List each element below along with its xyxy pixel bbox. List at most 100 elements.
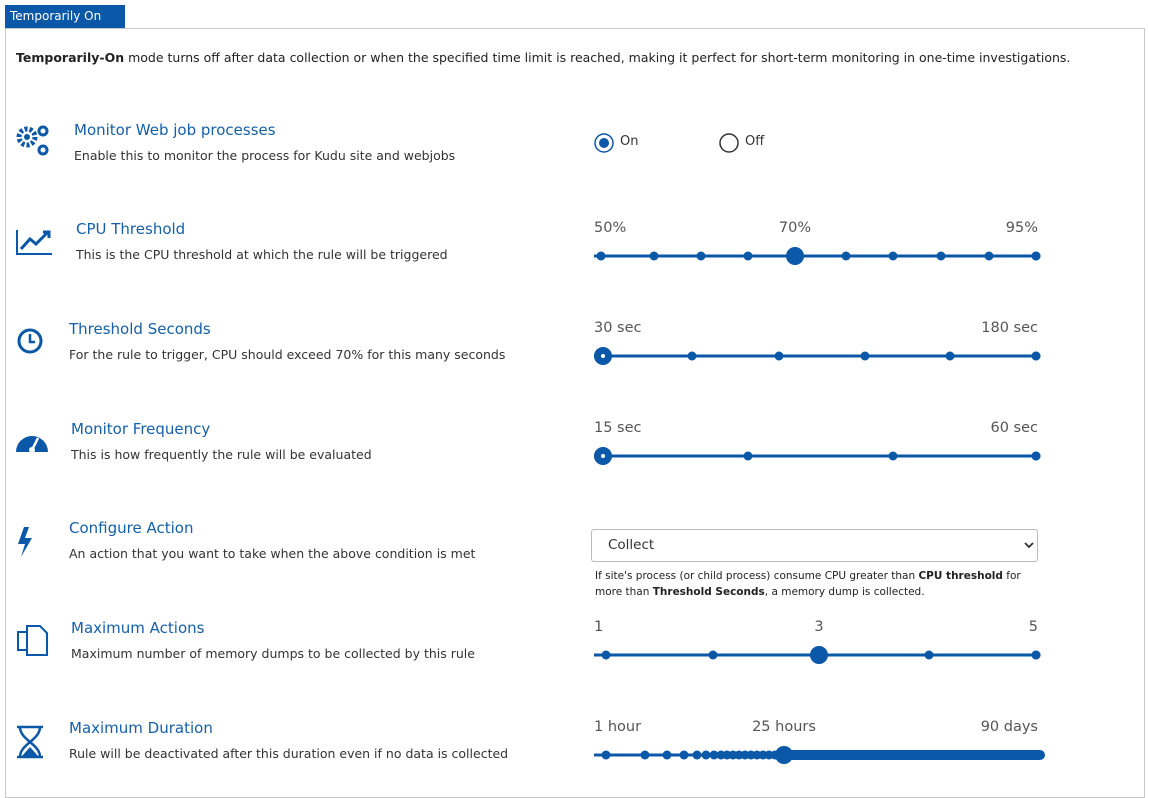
slider-step xyxy=(888,251,898,261)
slider-step xyxy=(1031,451,1041,461)
slider-label: 50% xyxy=(594,220,627,236)
slider[interactable] xyxy=(594,447,1041,465)
slider[interactable] xyxy=(594,746,1045,764)
icon-part xyxy=(26,625,48,656)
slider-step xyxy=(640,750,650,760)
note-part: CPU threshold xyxy=(918,570,1003,582)
slider-step xyxy=(1031,251,1041,261)
slider-thumb xyxy=(810,646,828,664)
slider-step xyxy=(1031,650,1041,660)
slider-step xyxy=(1031,351,1041,361)
slider-step xyxy=(709,750,719,760)
slider-label: 60 sec xyxy=(990,420,1038,436)
radio-label: Off xyxy=(745,134,765,149)
note-part: If site's process (or child process) con… xyxy=(595,570,919,582)
icon-part xyxy=(37,144,49,156)
slider-thumb xyxy=(786,247,804,265)
slider-step xyxy=(687,351,697,361)
setting-description: For the rule to trigger, CPU should exce… xyxy=(69,347,506,362)
intro: Temporarily-On mode turns off after data… xyxy=(16,50,1070,65)
setting-description: Maximum number of memory dumps to be col… xyxy=(71,646,475,661)
slider-step xyxy=(984,251,994,261)
slider-label: 95% xyxy=(1005,220,1038,236)
slider-label: 90 days xyxy=(980,719,1038,735)
setting-icon xyxy=(16,230,52,255)
icon-part xyxy=(16,230,52,255)
icon-part xyxy=(16,126,38,148)
radio-dot xyxy=(599,138,609,148)
icon-part xyxy=(19,230,51,251)
icon-part xyxy=(37,125,49,137)
slider-label: 5 xyxy=(1028,619,1038,635)
slider-step xyxy=(596,251,606,261)
setting-title: Maximum Duration xyxy=(69,719,213,737)
setting-title: CPU Threshold xyxy=(76,220,186,238)
tab[interactable]: Temporarily On xyxy=(5,5,125,28)
setting-icon xyxy=(17,625,48,656)
slider-step xyxy=(679,750,689,760)
slider-step xyxy=(701,750,711,760)
slider-step xyxy=(1031,750,1041,760)
setting-description: This is the CPU threshold at which the r… xyxy=(76,247,448,262)
icon-part xyxy=(29,447,35,453)
slider-label: 1 hour xyxy=(594,719,642,735)
slider-step xyxy=(708,650,718,660)
note-part: , a memory dump is collected. xyxy=(764,586,925,598)
setting-title: Configure Action xyxy=(69,519,194,537)
slider-step xyxy=(649,251,659,261)
select-chevron xyxy=(1024,542,1034,549)
setting-icon xyxy=(17,725,43,759)
slider[interactable] xyxy=(594,646,1041,664)
slider-step xyxy=(888,451,898,461)
slider-step xyxy=(924,650,934,660)
note-part: for more than xyxy=(595,570,1021,598)
slider[interactable] xyxy=(594,247,1041,265)
setting-title: Threshold Seconds xyxy=(69,320,211,338)
action-select[interactable]: Collect xyxy=(591,529,1038,562)
intro-emphasis: Temporarily-On xyxy=(16,50,125,65)
setting-description: This is how frequently the rule will be … xyxy=(71,447,372,462)
icon-part xyxy=(18,527,32,557)
slider-step xyxy=(841,251,851,261)
icon-part xyxy=(22,747,38,756)
radio[interactable] xyxy=(594,133,614,153)
setting-description: Rule will be deactivated after this dura… xyxy=(69,746,509,761)
slider-label: 1 xyxy=(594,619,604,635)
slider-label: 3 xyxy=(814,619,824,635)
setting-icon xyxy=(16,125,49,156)
slider-step xyxy=(774,351,784,361)
note-part: Threshold Seconds xyxy=(652,586,765,598)
radio-circle xyxy=(719,133,739,153)
slider-thumb-center xyxy=(601,454,605,458)
icon-part xyxy=(28,334,35,344)
icon-part xyxy=(17,328,43,354)
slider-label: 30 sec xyxy=(594,320,642,336)
slider-label: 15 sec xyxy=(594,420,642,436)
slider-step xyxy=(945,351,955,361)
slider-step xyxy=(601,750,611,760)
slider-step xyxy=(936,251,946,261)
slider-label: 70% xyxy=(778,220,812,236)
setting-description: An action that you want to take when the… xyxy=(69,546,476,561)
radio-label: On xyxy=(620,134,639,149)
setting-title: Monitor Frequency xyxy=(71,420,211,438)
radio[interactable] xyxy=(719,133,739,153)
setting-title: Maximum Actions xyxy=(71,619,205,637)
slider-step xyxy=(743,251,753,261)
selected-option: Collect xyxy=(608,537,655,553)
slider[interactable] xyxy=(594,347,1041,365)
slider-thumb-center xyxy=(601,354,605,358)
slider-step xyxy=(696,251,706,261)
setting-icon xyxy=(18,527,32,557)
icon-part xyxy=(16,436,48,452)
intro-text: mode turns off after data collection or … xyxy=(124,50,1071,65)
action-note: If site's process (or child process) con… xyxy=(595,568,1045,600)
slider-label: 180 sec xyxy=(981,320,1038,336)
slider-step xyxy=(692,750,702,760)
slider-step xyxy=(601,650,611,660)
slider-thumb xyxy=(775,746,793,764)
setting-description: Enable this to monitor the process for K… xyxy=(74,148,456,163)
slider-label: 25 hours xyxy=(752,719,816,735)
